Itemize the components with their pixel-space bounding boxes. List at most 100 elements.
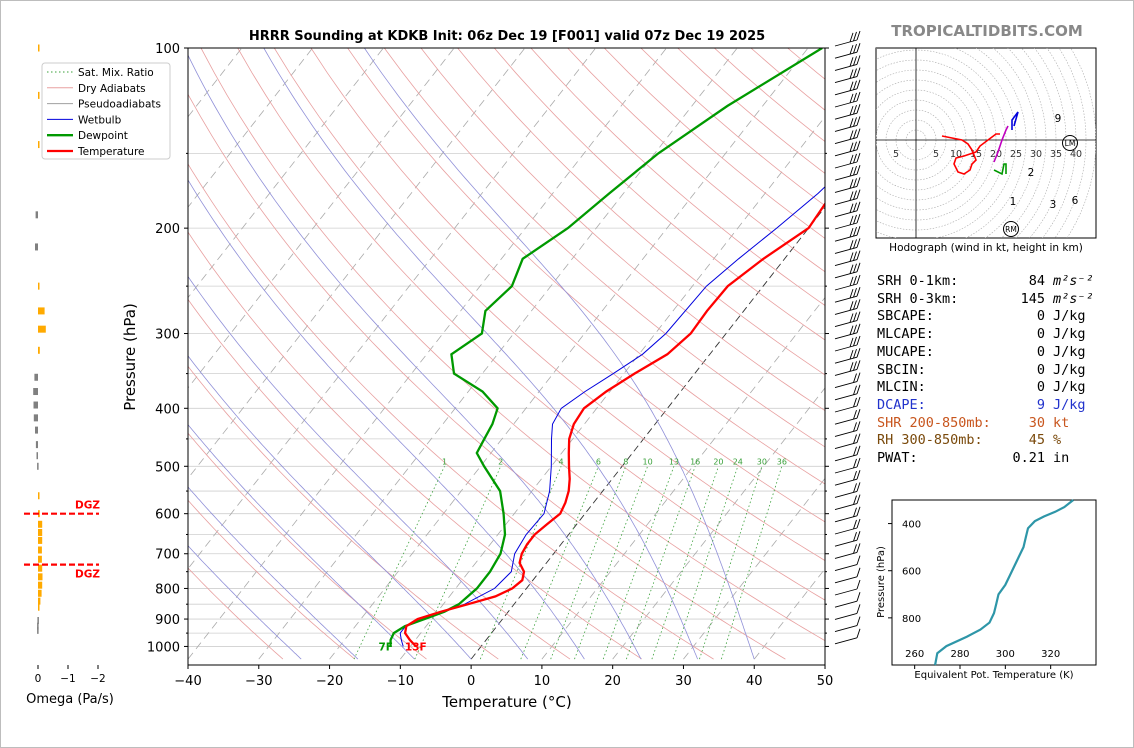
wind-barb-flag xyxy=(853,68,857,78)
stat-unit: J/kg xyxy=(1053,379,1086,396)
theta-e-panel: 260 280 300 320 400 600 800 Equivalent Pot. Tem… xyxy=(876,499,1097,681)
wind-barb-flag xyxy=(849,105,854,116)
wind-barb xyxy=(834,396,861,413)
stat-row: SRH 0-3km: 145 m²s⁻² xyxy=(877,290,1094,307)
wind-barb xyxy=(834,287,861,303)
wind-barb-staff xyxy=(834,271,858,279)
wind-barb-staff xyxy=(834,368,858,376)
wind-barb-staff xyxy=(834,356,858,364)
wind-barb-staff xyxy=(834,124,858,132)
wind-barb xyxy=(834,128,861,145)
storm-motion-label: LM xyxy=(1065,139,1076,148)
wind-barb-flag xyxy=(853,56,857,66)
omega-bar xyxy=(38,528,43,536)
wind-barb xyxy=(834,140,861,157)
legend-label: Wetbulb xyxy=(78,114,122,126)
hodograph-ring-label: 30 xyxy=(1030,149,1042,160)
wind-barb-staff xyxy=(834,295,858,303)
wind-barb-flag xyxy=(853,117,857,127)
wind-barb-flag xyxy=(856,555,861,565)
wind-barb xyxy=(834,43,861,59)
x-axis-label: Temperature (°C) xyxy=(441,693,571,711)
x-tick-label: 50 xyxy=(817,674,834,689)
wind-barb-staff xyxy=(834,588,858,596)
wind-barb-staff xyxy=(834,332,858,340)
wind-barb-staff xyxy=(834,161,858,169)
wind-barb-staff xyxy=(834,112,858,120)
stat-row: RH 300-850mb: 45% xyxy=(877,432,1061,448)
hodograph-caption: Hodograph (wind in kt, height in km) xyxy=(889,242,1083,254)
mixing-ratio-line xyxy=(353,466,445,660)
hodograph-ring-label: 5 xyxy=(933,149,939,160)
dry-adiabat xyxy=(188,432,427,660)
wind-barb-flag xyxy=(856,299,861,309)
stat-label: SRH 0-3km: xyxy=(877,290,959,307)
wind-barb xyxy=(834,55,861,71)
omega-bar xyxy=(38,282,40,290)
omega-bar xyxy=(38,555,42,563)
wind-barb-flag xyxy=(853,544,857,554)
wind-barb-flag xyxy=(849,69,854,79)
surface-temperature-label: 13F xyxy=(405,641,427,653)
stat-row: PWAT: 0.21 in xyxy=(877,450,1069,466)
wind-barb-staff xyxy=(834,527,858,535)
omega-axis-label: Omega (Pa/s) xyxy=(26,692,114,707)
omega-bar xyxy=(38,141,40,149)
omega-bar xyxy=(35,211,38,219)
wind-barb-flag xyxy=(853,519,857,530)
wind-barb-flag xyxy=(853,275,857,286)
mixing-ratio-label: 30 xyxy=(757,457,767,466)
theta-e-x-label: Equivalent Pot. Temperature (K) xyxy=(914,670,1073,681)
mixing-ratio-label: 13 xyxy=(669,457,679,466)
wind-barb-staff xyxy=(834,515,858,523)
hodograph-height-label: 2 xyxy=(1028,167,1035,179)
wind-barb xyxy=(834,592,861,608)
wind-barb-flag xyxy=(856,628,861,638)
wind-barb-staff xyxy=(834,88,858,96)
wind-barb-flag xyxy=(856,177,861,187)
hodograph-ring-label: 10 xyxy=(950,149,962,160)
omega-tick-label: 0 xyxy=(35,673,42,685)
wind-barb-flag xyxy=(849,57,854,67)
wind-barb-staff xyxy=(834,503,858,511)
wind-barb-flag xyxy=(856,30,861,41)
isotherm-line xyxy=(470,206,825,660)
wind-barb-staff xyxy=(834,381,858,389)
wind-barb xyxy=(834,482,861,498)
theta-e-y-tick-label: 400 xyxy=(902,520,921,531)
theta-e-y-tick-label: 600 xyxy=(902,567,921,578)
legend-label: Dewpoint xyxy=(78,130,128,142)
wind-barb xyxy=(834,323,861,340)
wind-barb-flag xyxy=(856,91,861,102)
wind-barb-staff xyxy=(834,246,858,254)
dry-adiabat xyxy=(457,48,825,376)
mixing-ratio-label: 8 xyxy=(623,457,628,466)
stat-label: MLCAPE: xyxy=(877,326,934,343)
wind-barb-staff xyxy=(834,490,858,498)
wind-barb-flag xyxy=(856,494,861,504)
wind-barb-flag xyxy=(853,202,857,212)
y-tick-label: 900 xyxy=(155,613,180,628)
omega-bar xyxy=(38,91,40,99)
wind-barb-flag xyxy=(856,348,861,358)
wind-barb-flag xyxy=(849,166,854,177)
omega-bar xyxy=(37,616,39,624)
wind-barb-flag xyxy=(856,116,861,126)
wind-barb-flag xyxy=(853,105,857,115)
omega-bar xyxy=(37,622,39,630)
wind-barb-flag xyxy=(856,518,861,529)
stat-row: SHR 200-850mb: 30 kt xyxy=(877,415,1069,431)
omega-tick-label: −2 xyxy=(90,673,105,685)
wind-barb-staff xyxy=(834,39,858,47)
x-tick-label: 20 xyxy=(604,674,621,689)
wind-barb xyxy=(834,30,861,47)
wind-barb xyxy=(834,226,861,242)
stat-value: 0 xyxy=(1036,308,1045,325)
wind-barb-flag xyxy=(856,604,861,614)
wind-barb xyxy=(834,311,861,328)
wind-barb-flag xyxy=(856,274,861,285)
hodograph-ring-label: 5 xyxy=(893,149,899,160)
stat-label: SRH 0-1km: xyxy=(877,273,959,289)
legend-label: Pseudoadiabats xyxy=(78,99,161,111)
wind-barb-staff xyxy=(834,600,858,608)
